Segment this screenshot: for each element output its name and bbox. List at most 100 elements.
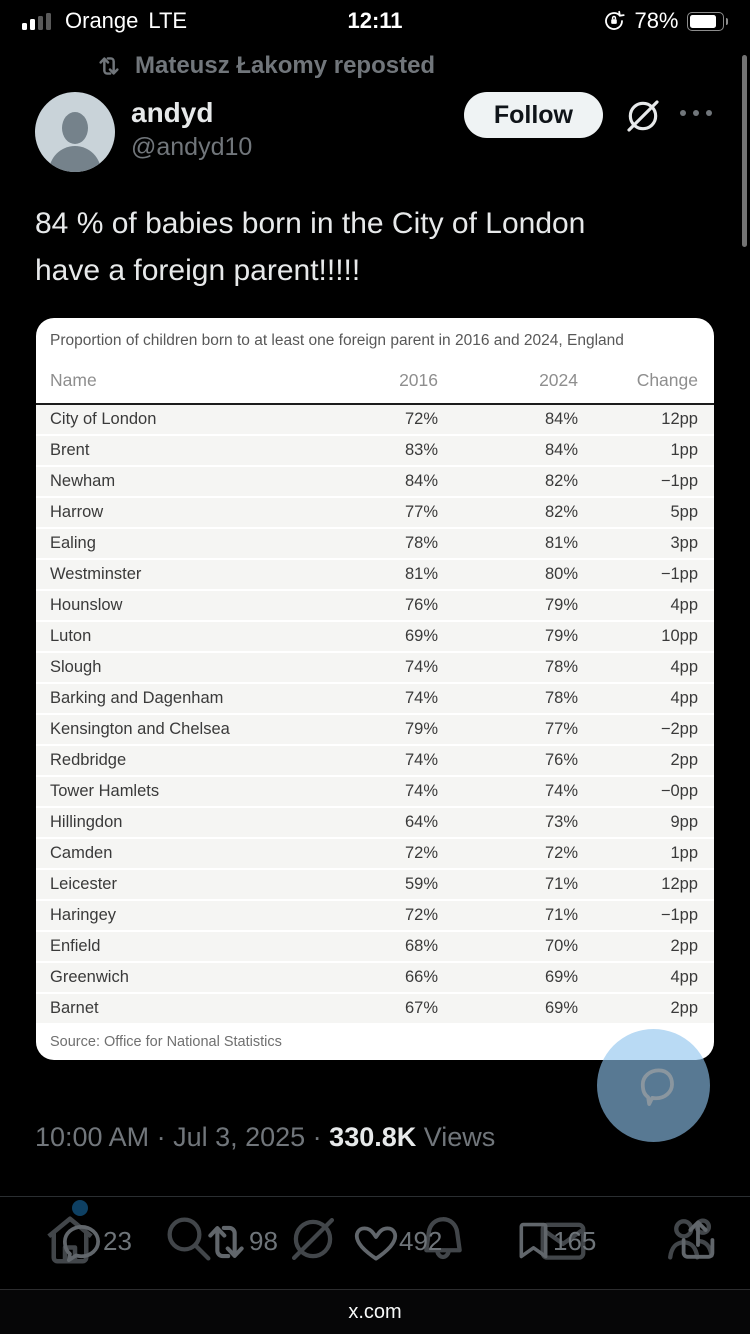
row-value-cell: 9pp bbox=[594, 807, 714, 839]
row-value-cell: 76% bbox=[314, 590, 454, 622]
chat-bubble-overlay[interactable] bbox=[597, 1029, 710, 1142]
row-value-cell: 69% bbox=[314, 621, 454, 653]
more-options-icon[interactable] bbox=[677, 106, 715, 120]
row-value-cell: 5pp bbox=[594, 497, 714, 529]
row-value-cell: 12pp bbox=[594, 404, 714, 436]
row-value-cell: 80% bbox=[454, 559, 594, 591]
row-value-cell: 82% bbox=[454, 466, 594, 498]
follow-button[interactable]: Follow bbox=[463, 92, 603, 138]
table-row: Greenwich 66% 69% 4pp bbox=[36, 962, 714, 994]
table-row: Westminster 81% 80% −1pp bbox=[36, 559, 714, 591]
row-name-cell: Harrow bbox=[36, 497, 314, 529]
battery-percent-label: 78% bbox=[634, 8, 679, 33]
bookmark-icon[interactable] bbox=[511, 1218, 556, 1263]
row-value-cell: 69% bbox=[454, 993, 594, 1025]
messages-tab-icon[interactable] bbox=[536, 1214, 590, 1268]
col-header-2024: 2024 bbox=[454, 360, 594, 405]
row-value-cell: 78% bbox=[454, 652, 594, 684]
row-name-cell: Barnet bbox=[36, 993, 314, 1025]
table-row: Luton 69% 79% 10pp bbox=[36, 621, 714, 653]
row-value-cell: 4pp bbox=[594, 683, 714, 715]
row-value-cell: 4pp bbox=[594, 590, 714, 622]
row-value-cell: 72% bbox=[314, 900, 454, 932]
row-value-cell: −0pp bbox=[594, 776, 714, 808]
repost-banner: Mateusz Łakomy reposted bbox=[95, 52, 750, 80]
row-value-cell: 83% bbox=[314, 435, 454, 467]
stats-table-image[interactable]: Proportion of children born to at least … bbox=[36, 318, 714, 1060]
row-value-cell: 74% bbox=[314, 776, 454, 808]
default-profile-icon bbox=[49, 112, 101, 172]
row-value-cell: 78% bbox=[314, 528, 454, 560]
row-value-cell: 72% bbox=[454, 838, 594, 870]
table-row: Barnet 67% 69% 2pp bbox=[36, 993, 714, 1025]
row-value-cell: 79% bbox=[314, 714, 454, 746]
row-value-cell: 71% bbox=[454, 869, 594, 901]
row-value-cell: 3pp bbox=[594, 528, 714, 560]
author-name[interactable]: andyd bbox=[131, 97, 214, 128]
repost-icon bbox=[95, 52, 123, 80]
home-notification-badge bbox=[72, 1200, 88, 1216]
table-row: Hillingdon 64% 73% 9pp bbox=[36, 807, 714, 839]
row-value-cell: 81% bbox=[314, 559, 454, 591]
signal-strength-icon bbox=[22, 12, 51, 30]
avatar[interactable] bbox=[35, 92, 115, 172]
reply-icon[interactable] bbox=[58, 1220, 105, 1267]
author-handle[interactable]: @andyd10 bbox=[131, 133, 253, 161]
row-name-cell: Hillingdon bbox=[36, 807, 314, 839]
tweet-body: 84 % of babies born in the City of Londo… bbox=[35, 200, 715, 294]
row-value-cell: 84% bbox=[454, 435, 594, 467]
battery-icon bbox=[686, 11, 724, 31]
row-name-cell: Luton bbox=[36, 621, 314, 653]
tweet-header: andyd @andyd10 Follow bbox=[35, 92, 715, 172]
search-tab-icon[interactable] bbox=[162, 1212, 216, 1266]
row-value-cell: 4pp bbox=[594, 652, 714, 684]
row-value-cell: 76% bbox=[454, 745, 594, 777]
scroll-indicator[interactable] bbox=[742, 55, 747, 247]
row-value-cell: 10pp bbox=[594, 621, 714, 653]
row-value-cell: 81% bbox=[454, 528, 594, 560]
row-value-cell: 82% bbox=[454, 497, 594, 529]
row-value-cell: 1pp bbox=[594, 435, 714, 467]
table-row: Newham 84% 82% −1pp bbox=[36, 466, 714, 498]
like-icon[interactable] bbox=[352, 1218, 400, 1266]
views-count: 330.8K bbox=[329, 1122, 417, 1152]
url-label: x.com bbox=[348, 1300, 402, 1323]
row-value-cell: 1pp bbox=[594, 838, 714, 870]
network-type-label: LTE bbox=[148, 8, 188, 33]
row-value-cell: 2pp bbox=[594, 745, 714, 777]
grok-icon[interactable] bbox=[623, 96, 663, 136]
row-value-cell: 84% bbox=[454, 404, 594, 436]
row-value-cell: 4pp bbox=[594, 962, 714, 994]
col-header-name: Name bbox=[36, 360, 314, 405]
repost-action-icon[interactable] bbox=[200, 1216, 252, 1268]
tweet-meta: 10:00 AM · Jul 3, 2025 · 330.8K Views bbox=[35, 1122, 495, 1153]
row-name-cell: Kensington and Chelsea bbox=[36, 714, 314, 746]
table-title: Proportion of children born to at least … bbox=[50, 332, 624, 349]
row-value-cell: 78% bbox=[454, 683, 594, 715]
row-name-cell: Ealing bbox=[36, 528, 314, 560]
notifications-tab-icon[interactable] bbox=[416, 1212, 470, 1266]
action-bar: 23 98 492 165 bbox=[0, 1198, 750, 1288]
table-row: Ealing 78% 81% 3pp bbox=[36, 528, 714, 560]
table-row: Redbridge 74% 76% 2pp bbox=[36, 745, 714, 777]
table-row: Hounslow 76% 79% 4pp bbox=[36, 590, 714, 622]
browser-url-bar[interactable]: x.com bbox=[0, 1289, 750, 1334]
row-name-cell: Newham bbox=[36, 466, 314, 498]
col-header-change: Change bbox=[594, 360, 714, 405]
row-value-cell: 2pp bbox=[594, 993, 714, 1025]
timestamp: 10:00 AM · Jul 3, 2025 · bbox=[35, 1122, 330, 1152]
share-icon[interactable] bbox=[674, 1216, 722, 1264]
row-value-cell: 69% bbox=[454, 962, 594, 994]
grok-tab-icon[interactable] bbox=[286, 1212, 340, 1266]
row-value-cell: 74% bbox=[314, 745, 454, 777]
table-header-row: Name 2016 2024 Change bbox=[36, 360, 714, 405]
row-value-cell: 73% bbox=[454, 807, 594, 839]
table-row: Tower Hamlets 74% 74% −0pp bbox=[36, 776, 714, 808]
views-label: Views bbox=[416, 1122, 496, 1152]
row-value-cell: 67% bbox=[314, 993, 454, 1025]
row-name-cell: Tower Hamlets bbox=[36, 776, 314, 808]
col-header-2016: 2016 bbox=[314, 360, 454, 405]
row-name-cell: Camden bbox=[36, 838, 314, 870]
row-name-cell: Brent bbox=[36, 435, 314, 467]
row-value-cell: 79% bbox=[454, 590, 594, 622]
